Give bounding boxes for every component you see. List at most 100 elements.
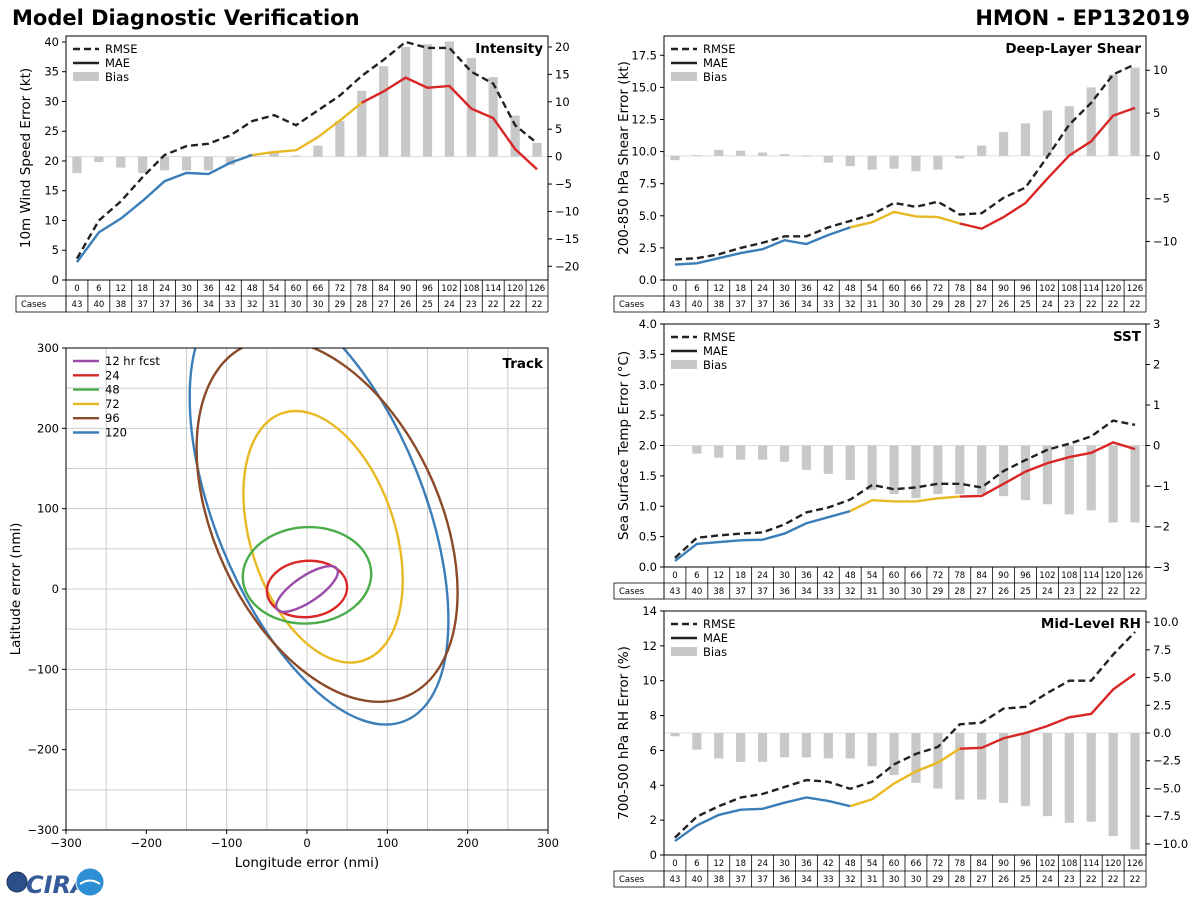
- track-ytick-label: 200: [37, 421, 59, 435]
- rh-bias-bar: [867, 733, 877, 767]
- table-case-count: 25: [1020, 587, 1031, 597]
- sst-title: SST: [1113, 329, 1142, 345]
- table-lead-hour: 90: [400, 284, 411, 294]
- track-xlabel: Longitude error (nmi): [235, 855, 379, 871]
- shear-bias-bar: [1042, 110, 1053, 156]
- table-case-count: 27: [378, 300, 389, 310]
- table-case-count: 40: [691, 587, 702, 597]
- legend-rmse-label: RMSE: [703, 617, 735, 631]
- table-lead-hour: 0: [74, 284, 79, 294]
- rh-bias-bar: [714, 733, 724, 759]
- table-lead-hour: 48: [845, 571, 856, 581]
- track-legend-label: 120: [105, 426, 127, 440]
- table-case-count: 27: [976, 300, 987, 310]
- table-lead-hour: 102: [441, 284, 457, 294]
- table-lead-hour: 18: [137, 284, 148, 294]
- table-cases-label-cell: [15, 295, 67, 313]
- sst-cases-table: Cases 0 43 6 40 12 38 18 37 24 37 30 36 36 34 42 33 48 32 5…: [613, 566, 1147, 600]
- rh-ytick-label: 10: [642, 674, 657, 688]
- sst-ytick-label: 2.5: [639, 408, 657, 422]
- sst-mae-line: [674, 509, 851, 562]
- shear-y2tick-label: 0: [1153, 149, 1160, 163]
- track-xtick-label: 300: [537, 836, 559, 850]
- table-case-count: 22: [510, 300, 521, 310]
- table-case-count: 37: [159, 300, 170, 310]
- shear-bias-bar: [1064, 106, 1074, 156]
- legend-bias-swatch: [671, 647, 697, 656]
- table-lead-hour: 120: [1105, 571, 1121, 581]
- table-case-count: 43: [670, 875, 681, 885]
- table-case-count: 38: [115, 300, 126, 310]
- track-legend-label: 96: [105, 411, 120, 425]
- sst-bias-bar: [823, 445, 833, 474]
- table-case-count: 36: [779, 300, 790, 310]
- table-case-count: 22: [1108, 875, 1119, 885]
- track-xtick-label: −300: [50, 836, 82, 850]
- rh-y2tick-label: −5.0: [1153, 781, 1181, 795]
- track-legend-label: 24: [105, 368, 120, 382]
- legend-bias-swatch: [671, 72, 697, 81]
- table-case-count: 37: [735, 875, 746, 885]
- intensity-bias-bar: [203, 156, 214, 171]
- track-xtick-label: 200: [457, 836, 479, 850]
- table-case-count: 29: [932, 300, 943, 310]
- intensity-mae-line: [252, 101, 363, 157]
- shear-ytick-label: 10.0: [631, 145, 657, 159]
- sst-ytick-label: 3.0: [639, 378, 657, 392]
- track-ellipse-120: [188, 348, 450, 726]
- track-title: Track: [503, 356, 544, 372]
- table-case-count: 28: [954, 875, 965, 885]
- sst-ylabel: Sea Surface Temp Error (°C): [616, 351, 632, 540]
- table-case-count: 22: [1130, 587, 1141, 597]
- table-case-count: 29: [932, 587, 943, 597]
- table-lead-hour: 84: [976, 859, 987, 869]
- shear-mae-line: [674, 226, 851, 266]
- track-legend-label: 72: [105, 397, 120, 411]
- table-cases-label: Cases: [619, 587, 645, 597]
- intensity-ylabel: 10m Wind Speed Error (kt): [18, 68, 34, 248]
- table-lead-hour: 84: [976, 571, 987, 581]
- rh-title: Mid-Level RH: [1041, 616, 1141, 632]
- table-case-count: 26: [400, 300, 411, 310]
- table-lead-hour: 114: [1083, 571, 1099, 581]
- shear-bias-bar: [998, 131, 1009, 156]
- intensity-bias-bar: [400, 46, 411, 157]
- table-lead-hour: 96: [1020, 284, 1031, 294]
- shear-ylabel: 200-850 hPa Shear Error (kt): [616, 61, 632, 255]
- sst-ytick-label: 2.0: [639, 439, 657, 453]
- table-case-count: 22: [1086, 587, 1097, 597]
- intensity-bias-bar: [269, 151, 279, 157]
- table-case-count: 24: [444, 300, 455, 310]
- table-lead-hour: 108: [1061, 571, 1077, 581]
- table-lead-hour: 84: [976, 284, 987, 294]
- shear-plot-frame: [663, 35, 1147, 281]
- page-title: Model Diagnostic Verification: [12, 6, 360, 30]
- table-case-count: 27: [976, 875, 987, 885]
- table-case-count: 37: [735, 300, 746, 310]
- table-lead-hour: 72: [334, 284, 345, 294]
- intensity-ytick-label: 0: [52, 273, 59, 287]
- table-lead-hour: 6: [96, 284, 101, 294]
- rh-panel: 02468101214−10.0−7.5−5.0−2.50.02.55.07.5…: [613, 604, 1188, 888]
- table-case-count: 22: [1130, 875, 1141, 885]
- intensity-bias-bar: [510, 115, 520, 157]
- table-lead-hour: 42: [823, 571, 834, 581]
- rh-bias-bar: [823, 733, 833, 759]
- rh-bias-bar: [933, 733, 943, 789]
- shear-y2tick-label: −10: [1153, 234, 1177, 248]
- rh-y2tick-label: −10.0: [1153, 837, 1188, 851]
- intensity-y2tick-label: 20: [555, 40, 570, 54]
- rh-ytick-label: 12: [642, 639, 657, 653]
- table-case-count: 37: [757, 300, 768, 310]
- shear-bias-bar: [692, 155, 702, 156]
- sst-bias-bar: [670, 445, 680, 446]
- sst-bias-bar: [1042, 445, 1053, 505]
- table-lead-hour: 120: [1105, 284, 1121, 294]
- sst-bias-bar: [911, 445, 921, 499]
- table-lead-hour: 36: [203, 284, 214, 294]
- intensity-y2tick-label: 10: [555, 95, 570, 109]
- table-case-count: 30: [911, 587, 922, 597]
- intensity-y2tick-label: 15: [555, 67, 570, 81]
- track-xtick-label: −100: [211, 836, 243, 850]
